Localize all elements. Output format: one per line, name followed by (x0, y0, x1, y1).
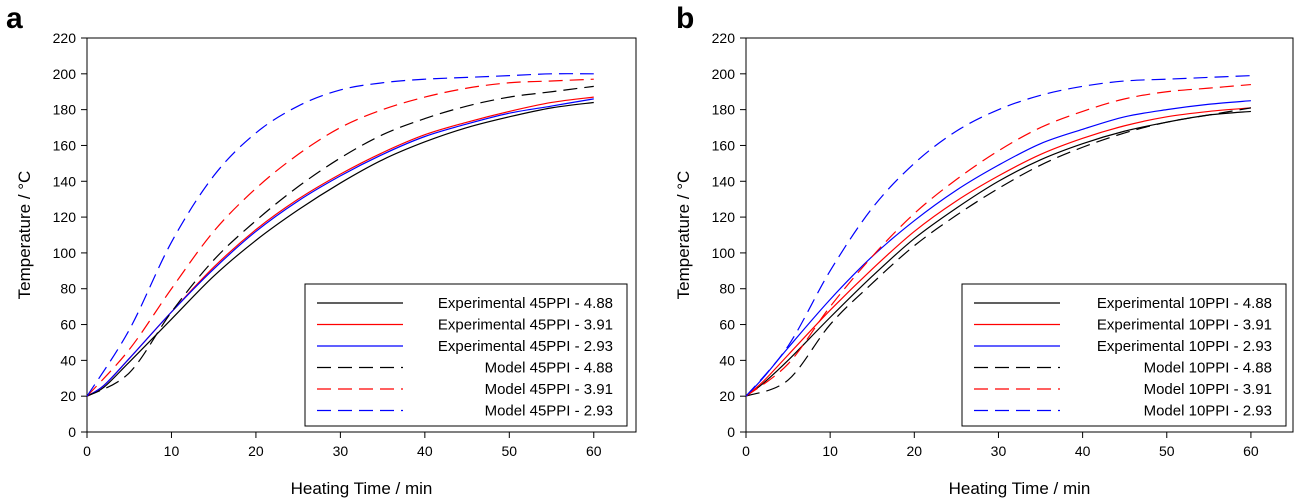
y-tick-label: 80 (60, 281, 76, 297)
legend-label: Model 10PPI - 4.88 (1144, 360, 1272, 377)
x-tick-label: 60 (1243, 443, 1259, 459)
y-tick-label: 60 (60, 317, 76, 333)
x-tick-label: 0 (83, 443, 91, 459)
y-tick-label: 20 (719, 388, 735, 404)
legend-label: Model 45PPI - 3.91 (485, 381, 613, 398)
x-tick-label: 10 (164, 443, 180, 459)
panel-letter-b: b (676, 2, 694, 35)
y-axis-label: Temperature / °C (674, 171, 693, 300)
y-tick-label: 80 (719, 281, 735, 297)
plot-frame (745, 37, 1294, 433)
x-tick-label: 50 (1159, 443, 1175, 459)
y-tick-label: 100 (53, 245, 77, 261)
y-tick-label: 40 (60, 352, 76, 368)
y-tick-label: 0 (727, 424, 735, 440)
y-tick-label: 0 (68, 424, 76, 440)
chart-panel-a: a 0 20 40 60 80 100 120 140 160 180 200 220 0 10 20 30 40… (6, 2, 637, 498)
plot-frame (86, 37, 637, 433)
series-line-4 (86, 85, 594, 397)
x-tick-label: 40 (417, 443, 433, 459)
legend-label: Experimental 45PPI - 2.93 (438, 338, 613, 355)
y-tick-label: 40 (719, 352, 735, 368)
legend-label: Model 45PPI - 2.93 (485, 403, 613, 420)
x-axis-label: Heating Time / min (291, 479, 433, 498)
x-tick-label: 0 (742, 443, 750, 459)
y-tick-label: 120 (53, 209, 77, 225)
y-tick-label: 220 (712, 30, 736, 46)
x-tick-label: 50 (502, 443, 518, 459)
series-line-2 (745, 107, 1251, 397)
y-tick-label: 120 (712, 209, 736, 225)
legend-label: Model 45PPI - 4.88 (485, 360, 613, 377)
series-line-1 (86, 101, 594, 397)
x-tick-label: 30 (991, 443, 1007, 459)
y-tick-label: 160 (53, 137, 77, 153)
x-axis-label: Heating Time / min (949, 479, 1091, 498)
legend-label: Experimental 45PPI - 4.88 (438, 295, 613, 312)
y-tick-label: 20 (60, 388, 76, 404)
y-tick-label: 180 (712, 102, 736, 118)
y-tick-label: 180 (53, 102, 77, 118)
y-tick-label: 140 (712, 173, 736, 189)
y-tick-label: 60 (719, 317, 735, 333)
x-tick-label: 30 (333, 443, 349, 459)
series-line-3 (86, 98, 594, 397)
series-line-6 (86, 73, 594, 397)
series-line-4 (745, 107, 1252, 397)
series-line-3 (745, 100, 1251, 397)
panel-letter-a: a (6, 2, 23, 35)
x-tick-label: 60 (586, 443, 602, 459)
x-tick-label: 20 (907, 443, 923, 459)
legend-label: Experimental 10PPI - 2.93 (1097, 338, 1272, 355)
y-tick-label: 100 (712, 245, 736, 261)
legend-box (304, 283, 628, 427)
series-line-6 (745, 75, 1251, 397)
y-tick-label: 160 (712, 137, 736, 153)
legend-box (961, 283, 1287, 427)
y-tick-label: 140 (53, 173, 77, 189)
x-tick-label: 40 (1075, 443, 1091, 459)
legend-label: Experimental 10PPI - 3.91 (1097, 317, 1272, 334)
series-line-5 (745, 83, 1251, 397)
x-tick-label: 10 (822, 443, 838, 459)
legend-label: Experimental 10PPI - 4.88 (1097, 295, 1272, 312)
legend-label: Model 10PPI - 2.93 (1144, 403, 1272, 420)
y-axis-label: Temperature / °C (15, 171, 34, 300)
legend-label: Experimental 45PPI - 3.91 (438, 317, 613, 334)
y-tick-label: 200 (53, 66, 77, 82)
y-tick-label: 220 (53, 30, 77, 46)
chart-panel-b: b 0 20 40 60 80 100 120 140 160 180 200 220 0 10 20 30 40… (674, 2, 1294, 498)
legend-label: Model 10PPI - 3.91 (1144, 381, 1272, 398)
series-line-5 (86, 78, 594, 397)
y-tick-label: 200 (712, 66, 736, 82)
x-tick-label: 20 (248, 443, 264, 459)
